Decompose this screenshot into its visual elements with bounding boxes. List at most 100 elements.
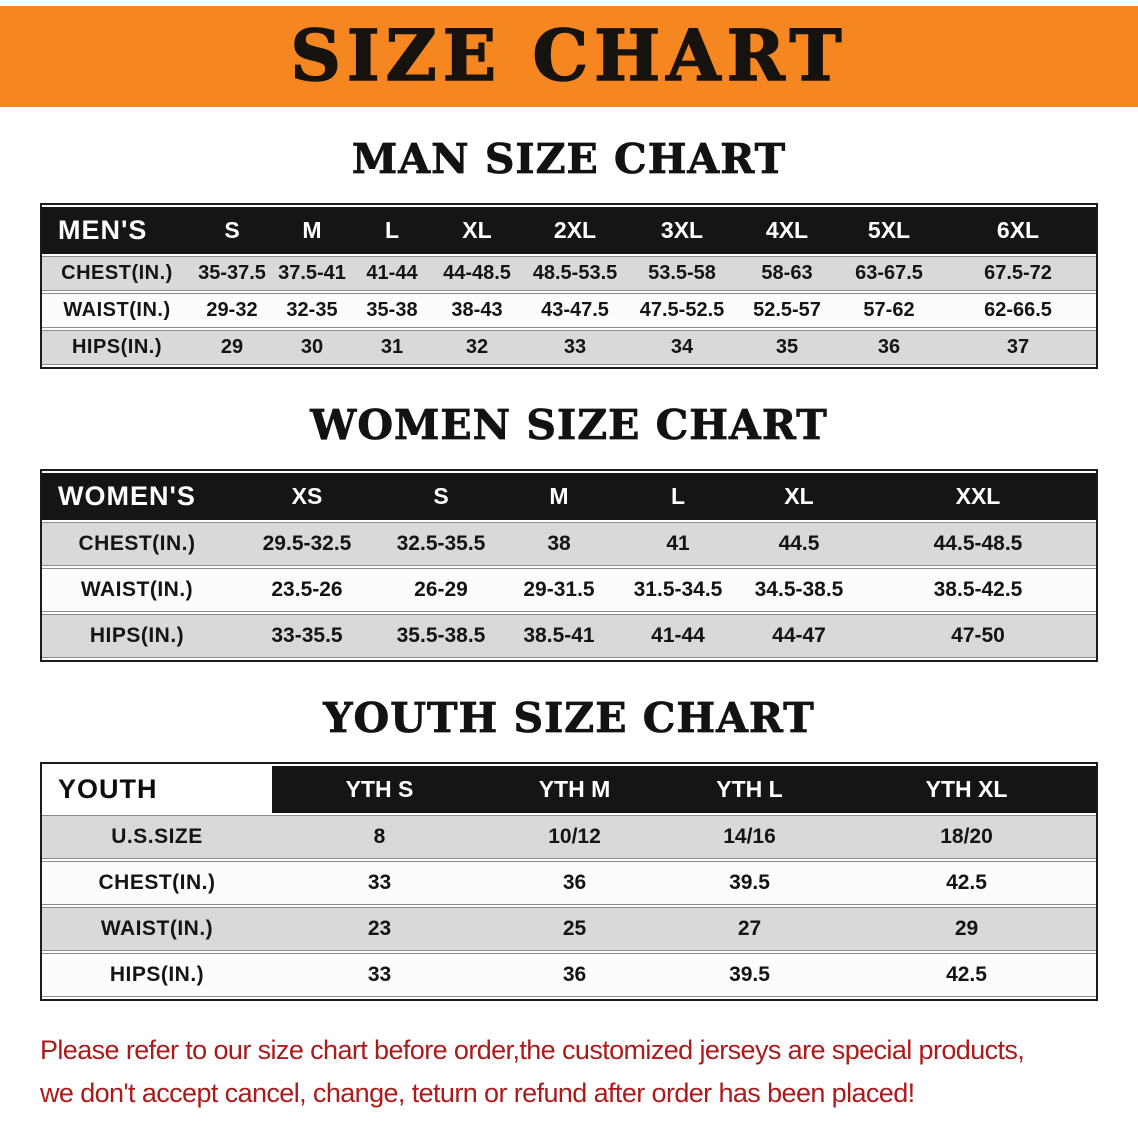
column-header: XXL (860, 473, 1096, 520)
row-label: CHEST(IN.) (42, 861, 272, 905)
column-header: YTH M (487, 766, 662, 813)
column-header: M (272, 207, 352, 254)
size-value-cell: 36 (838, 330, 940, 365)
column-header: XL (738, 473, 860, 520)
footer-note: Please refer to our size chart before or… (40, 1035, 1138, 1109)
column-header: YTH XL (837, 766, 1096, 813)
men-corner-label: MEN'S (42, 207, 192, 254)
column-header: S (192, 207, 272, 254)
row-label: WAIST(IN.) (42, 293, 192, 328)
column-header: L (352, 207, 432, 254)
column-header: M (500, 473, 618, 520)
size-value-cell: 30 (272, 330, 352, 365)
size-value-cell: 62-66.5 (940, 293, 1096, 328)
column-header: 2XL (522, 207, 628, 254)
size-value-cell: 38 (500, 522, 618, 566)
size-value-cell: 23.5-26 (232, 568, 382, 612)
size-value-cell: 31 (352, 330, 432, 365)
size-value-cell: 35 (736, 330, 838, 365)
size-chart-banner: SIZE CHART (0, 6, 1138, 107)
size-value-cell: 37 (940, 330, 1096, 365)
youth-waist-row: WAIST(IN.) 23 25 27 29 (42, 907, 1096, 951)
footer-note-line2: we don't accept cancel, change, teturn o… (40, 1078, 915, 1108)
size-value-cell: 42.5 (837, 861, 1096, 905)
size-value-cell: 44-48.5 (432, 256, 522, 291)
women-section-heading: WOMEN SIZE CHART (310, 401, 828, 450)
youth-header-row: YOUTH YTH S YTH M YTH L YTH XL (42, 766, 1096, 813)
men-waist-row: WAIST(IN.) 29-32 32-35 35-38 38-43 43-47… (42, 293, 1096, 328)
size-value-cell: 44.5 (738, 522, 860, 566)
size-value-cell: 27 (662, 907, 837, 951)
size-value-cell: 10/12 (487, 815, 662, 859)
size-value-cell: 48.5-53.5 (522, 256, 628, 291)
column-header: YTH L (662, 766, 837, 813)
size-value-cell: 42.5 (837, 953, 1096, 997)
size-value-cell: 32 (432, 330, 522, 365)
size-value-cell: 38.5-41 (500, 614, 618, 658)
size-value-cell: 29.5-32.5 (232, 522, 382, 566)
size-value-cell: 35-37.5 (192, 256, 272, 291)
column-header: 6XL (940, 207, 1096, 254)
size-value-cell: 41-44 (618, 614, 738, 658)
women-header-row: WOMEN'S XS S M L XL XXL (42, 473, 1096, 520)
size-value-cell: 67.5-72 (940, 256, 1096, 291)
column-header: S (382, 473, 500, 520)
size-value-cell: 32.5-35.5 (382, 522, 500, 566)
size-value-cell: 36 (487, 953, 662, 997)
column-header: XL (432, 207, 522, 254)
size-value-cell: 63-67.5 (838, 256, 940, 291)
row-label: U.S.SIZE (42, 815, 272, 859)
size-value-cell: 44-47 (738, 614, 860, 658)
youth-size-section: YOUTH SIZE CHART YOUTH YTH S YTH M YTH L… (0, 694, 1138, 1001)
size-value-cell: 36 (487, 861, 662, 905)
banner-title: SIZE CHART (290, 13, 848, 98)
size-value-cell: 37.5-41 (272, 256, 352, 291)
size-value-cell: 38.5-42.5 (860, 568, 1096, 612)
size-value-cell: 29-31.5 (500, 568, 618, 612)
column-header: 5XL (838, 207, 940, 254)
size-value-cell: 23 (272, 907, 487, 951)
column-header: YTH S (272, 766, 487, 813)
size-value-cell: 38-43 (432, 293, 522, 328)
size-value-cell: 43-47.5 (522, 293, 628, 328)
size-value-cell: 18/20 (837, 815, 1096, 859)
size-value-cell: 32-35 (272, 293, 352, 328)
youth-size-table: YOUTH YTH S YTH M YTH L YTH XL U.S.SIZE … (40, 762, 1098, 1001)
column-header: XS (232, 473, 382, 520)
size-value-cell: 25 (487, 907, 662, 951)
size-value-cell: 34.5-38.5 (738, 568, 860, 612)
row-label: HIPS(IN.) (42, 614, 232, 658)
size-value-cell: 29 (192, 330, 272, 365)
men-size-section: MAN SIZE CHART MEN'S S M L XL 2XL 3XL 4X… (0, 135, 1138, 369)
youth-section-heading: YOUTH SIZE CHART (323, 694, 815, 743)
men-size-table: MEN'S S M L XL 2XL 3XL 4XL 5XL 6XL CHEST… (40, 203, 1098, 369)
row-label: CHEST(IN.) (42, 256, 192, 291)
women-size-section: WOMEN SIZE CHART WOMEN'S XS S M L XL XXL (0, 401, 1138, 662)
row-label: WAIST(IN.) (42, 568, 232, 612)
size-value-cell: 33 (272, 953, 487, 997)
size-value-cell: 35.5-38.5 (382, 614, 500, 658)
size-value-cell: 33 (272, 861, 487, 905)
row-label: HIPS(IN.) (42, 330, 192, 365)
women-hips-row: HIPS(IN.) 33-35.5 35.5-38.5 38.5-41 41-4… (42, 614, 1096, 658)
size-value-cell: 58-63 (736, 256, 838, 291)
row-label: CHEST(IN.) (42, 522, 232, 566)
size-value-cell: 29-32 (192, 293, 272, 328)
row-label: HIPS(IN.) (42, 953, 272, 997)
size-value-cell: 14/16 (662, 815, 837, 859)
size-chart-page: SIZE CHART MAN SIZE CHART MEN'S S M L XL… (0, 6, 1138, 1109)
men-chest-row: CHEST(IN.) 35-37.5 37.5-41 41-44 44-48.5… (42, 256, 1096, 291)
women-size-table: WOMEN'S XS S M L XL XXL CHEST(IN.) 29.5-… (40, 469, 1098, 662)
size-value-cell: 34 (628, 330, 736, 365)
size-value-cell: 52.5-57 (736, 293, 838, 328)
size-value-cell: 44.5-48.5 (860, 522, 1096, 566)
size-value-cell: 57-62 (838, 293, 940, 328)
size-value-cell: 8 (272, 815, 487, 859)
size-value-cell: 33 (522, 330, 628, 365)
women-waist-row: WAIST(IN.) 23.5-26 26-29 29-31.5 31.5-34… (42, 568, 1096, 612)
footer-note-line1: Please refer to our size chart before or… (40, 1035, 1025, 1065)
size-value-cell: 31.5-34.5 (618, 568, 738, 612)
men-header-row: MEN'S S M L XL 2XL 3XL 4XL 5XL 6XL (42, 207, 1096, 254)
column-header: L (618, 473, 738, 520)
size-value-cell: 41-44 (352, 256, 432, 291)
